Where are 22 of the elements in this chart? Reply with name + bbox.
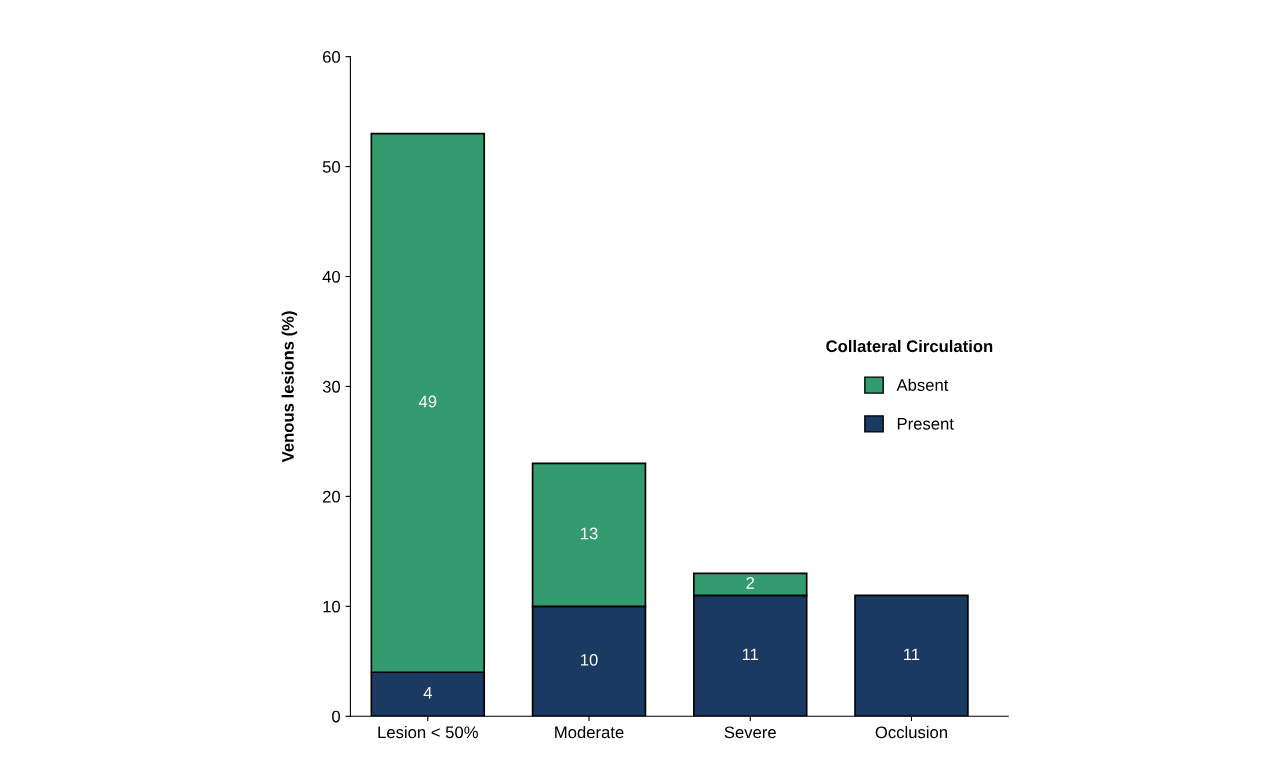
data-label: 49 xyxy=(418,395,437,408)
y-tick-label: 10 xyxy=(323,600,341,613)
data-label: 2 xyxy=(746,577,755,589)
x-tick-label: Moderate xyxy=(555,725,624,739)
legend-label: Absent xyxy=(896,378,949,391)
x-tick-label: Severe xyxy=(724,726,776,739)
y-tick-label: 60 xyxy=(322,51,341,63)
x-tick-label: Lesion < 50% xyxy=(378,725,478,739)
data-label: 4 xyxy=(423,687,432,699)
data-label: 13 xyxy=(581,527,598,540)
y-tick-label: 40 xyxy=(322,270,341,283)
y-tick-label: 20 xyxy=(322,490,341,503)
x-tick-label: Occlusion xyxy=(875,725,947,739)
legend-title: Collateral Circulation xyxy=(826,339,993,353)
y-tick-label: 0 xyxy=(332,710,341,723)
data-label: 10 xyxy=(581,653,598,666)
y-tick-label: 50 xyxy=(322,160,341,173)
data-label: 11 xyxy=(904,648,920,661)
data-label: 11 xyxy=(742,648,759,661)
y-axis-title: Venous lesions (%) xyxy=(281,311,298,463)
y-tick-label: 30 xyxy=(322,380,341,393)
legend-label: Present xyxy=(897,418,954,430)
